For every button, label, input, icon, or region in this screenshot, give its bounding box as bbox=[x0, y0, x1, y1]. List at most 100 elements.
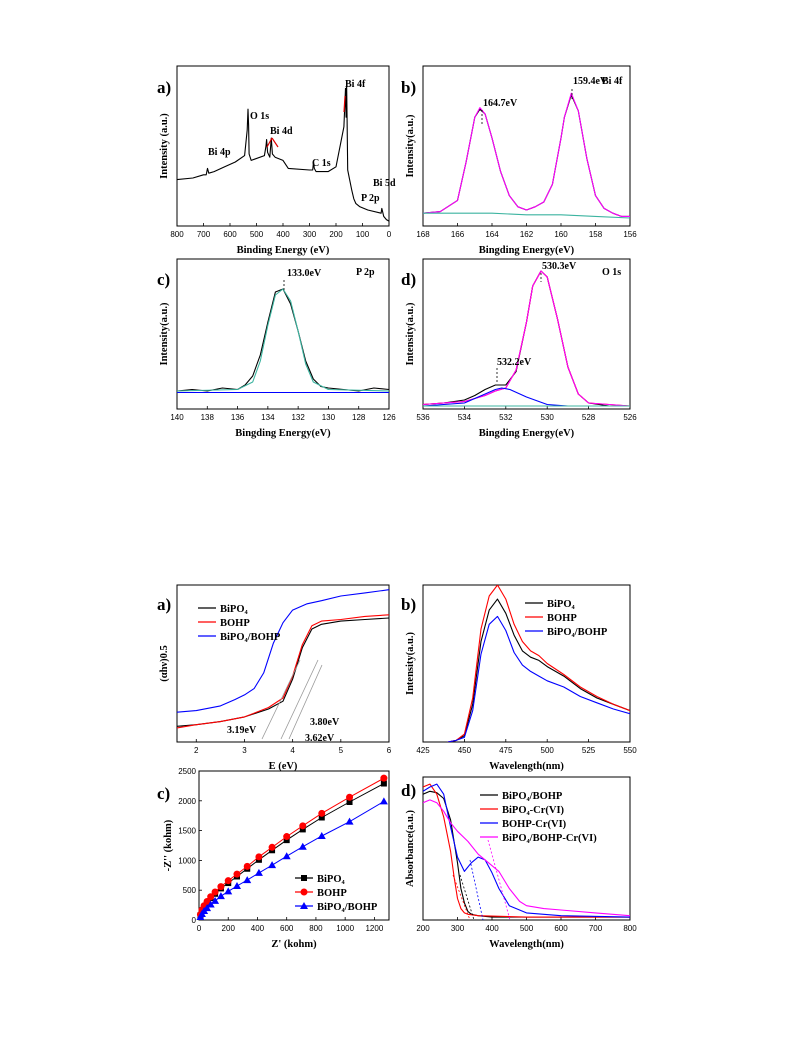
peak-annotation: 159.4eV bbox=[573, 76, 608, 87]
data-point bbox=[233, 882, 241, 890]
chart-panel-3: c) 140 138 136 134 132 130 128 126 Bingding Energ… bbox=[157, 258, 396, 439]
data-point bbox=[206, 900, 215, 908]
x-tick-label: 100 bbox=[356, 230, 370, 239]
y-axis-label: Intensity(a.u.) bbox=[159, 302, 170, 366]
peak-annotation: C 1s bbox=[312, 158, 331, 169]
series-line bbox=[423, 92, 630, 217]
x-tick-label: 532 bbox=[499, 413, 513, 422]
data-point bbox=[298, 842, 307, 850]
data-point bbox=[233, 870, 241, 878]
x-tick-label: 300 bbox=[451, 924, 465, 933]
y-axis-label: Intensity(a.u.) bbox=[405, 302, 416, 366]
chart-panel-6: b) 425 450 475 500 525 550 Wavelength(nm) Intens… bbox=[401, 584, 637, 772]
tauc-tangent bbox=[261, 659, 301, 740]
series-line bbox=[423, 783, 630, 918]
legend-label: BiPO₄ bbox=[317, 874, 346, 885]
x-tick-label: 132 bbox=[291, 413, 305, 422]
x-tick-label: 500 bbox=[250, 230, 264, 239]
series-line bbox=[423, 270, 630, 407]
panel-label: b) bbox=[401, 595, 416, 614]
x-tick-label: 3 bbox=[242, 746, 247, 755]
legend-label: BiPO₄/BOHP bbox=[220, 632, 281, 643]
bi4d-arrow-left bbox=[266, 137, 273, 148]
x-tick-label: 136 bbox=[231, 413, 245, 422]
legend-label: BOHP bbox=[317, 888, 347, 899]
data-point bbox=[380, 774, 388, 782]
x-tick-label: 1000 bbox=[336, 924, 354, 933]
data-point bbox=[217, 883, 225, 891]
x-tick-label: 200 bbox=[416, 924, 430, 933]
data-point bbox=[211, 888, 219, 896]
x-axis-label: Binding Energy (eV) bbox=[237, 245, 330, 256]
data-point bbox=[380, 780, 387, 787]
series-line bbox=[423, 783, 630, 918]
data-point bbox=[203, 898, 211, 906]
legend-label: BiPO₄/BOHP bbox=[502, 791, 563, 802]
bi4f-arrow bbox=[343, 95, 346, 113]
x-axis-label: Bingding Energy(eV) bbox=[479, 428, 575, 439]
y-tick-label: 2500 bbox=[178, 767, 196, 776]
x-tick-label: 528 bbox=[582, 413, 596, 422]
series-line bbox=[423, 270, 630, 407]
peak-annotation: 133.0eV bbox=[287, 268, 322, 279]
data-point bbox=[345, 817, 354, 825]
series-line bbox=[200, 800, 385, 918]
peak-annotation: Bi 4p bbox=[208, 147, 231, 158]
x-axis-label: Bingding Energy(eV) bbox=[479, 245, 575, 256]
x-tick-label: 425 bbox=[416, 746, 430, 755]
series-line bbox=[177, 288, 389, 392]
plot-frame bbox=[198, 770, 390, 921]
chart-panel-5: a) 2 3 4 5 6 E (eV) (αhν)0.5 3.62eV 3.19eV 3.80eV B… bbox=[157, 584, 392, 772]
data-point bbox=[243, 862, 251, 870]
peak-annotation: P 2p bbox=[361, 193, 380, 204]
y-axis-label: Intensity(a.u.) bbox=[405, 631, 416, 695]
series-line bbox=[177, 81, 389, 222]
x-tick-label: 134 bbox=[261, 413, 275, 422]
series-line bbox=[423, 94, 630, 217]
series-line bbox=[177, 617, 389, 727]
x-tick-label: 525 bbox=[582, 746, 596, 755]
peak-markers bbox=[261, 89, 573, 921]
x-tick-label: 156 bbox=[623, 230, 637, 239]
x-tick-label: 0 bbox=[387, 230, 392, 239]
onset-line bbox=[487, 839, 511, 921]
corner-label: P 2p bbox=[356, 267, 375, 278]
chart-panel-7: c) 0 200 400 600 800 1000 1200 0 500 1000 1500 2000 2… bbox=[157, 767, 390, 950]
legend-label: BiPO₄ bbox=[547, 599, 576, 610]
x-tick-label: 126 bbox=[382, 413, 396, 422]
x-tick-label: 600 bbox=[554, 924, 568, 933]
x-tick-label: 530 bbox=[541, 413, 555, 422]
series-line bbox=[200, 783, 385, 916]
data-point bbox=[299, 822, 307, 830]
x-tick-label: 138 bbox=[201, 413, 215, 422]
peak-annotation: Bi 5d bbox=[373, 178, 396, 189]
data-point bbox=[224, 877, 232, 885]
x-tick-label: 536 bbox=[416, 413, 430, 422]
series-line bbox=[177, 589, 389, 713]
panel-label: d) bbox=[401, 781, 416, 800]
bi4d-arrow-right bbox=[271, 137, 279, 148]
legend-label: BOHP bbox=[220, 618, 250, 629]
data-point bbox=[379, 797, 388, 805]
x-axis-label: E (eV) bbox=[269, 761, 298, 772]
data-point bbox=[282, 852, 291, 860]
series-line bbox=[423, 270, 630, 407]
peak-annotation: O 1s bbox=[250, 111, 269, 122]
x-tick-label: 1200 bbox=[365, 924, 383, 933]
data-point bbox=[283, 837, 290, 844]
x-tick-label: 128 bbox=[352, 413, 366, 422]
data-point bbox=[318, 809, 326, 817]
panel-label: c) bbox=[157, 784, 170, 803]
x-tick-label: 2 bbox=[194, 746, 199, 755]
y-tick-label: 0 bbox=[192, 916, 197, 925]
x-tick-label: 300 bbox=[303, 230, 317, 239]
x-tick-label: 200 bbox=[222, 924, 236, 933]
x-tick-label: 500 bbox=[520, 924, 534, 933]
peak-annotation: 3.80eV bbox=[310, 717, 340, 728]
data-point bbox=[268, 861, 277, 869]
legend-label: BiPO₄/BOHP bbox=[547, 627, 608, 638]
plot-frame bbox=[422, 258, 631, 410]
legend-marker bbox=[301, 875, 307, 881]
x-tick-label: 450 bbox=[458, 746, 472, 755]
